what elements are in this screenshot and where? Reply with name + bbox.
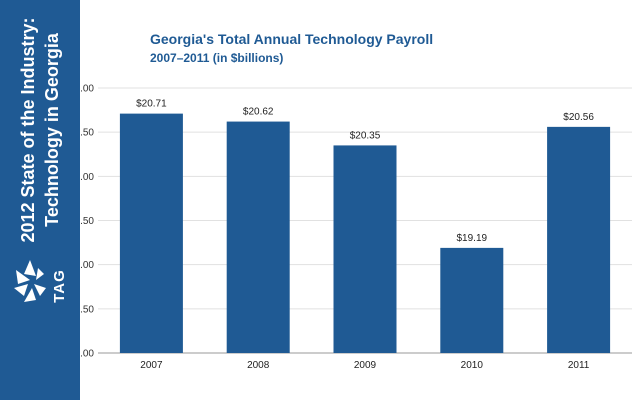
y-tick-labels: $18.00 $18.50 $19.00 $19.50 $20.00 $20.50 $21.… [80,84,94,360]
tag-logo: TAG [14,260,68,303]
x-tick-label: 2008 [247,360,270,371]
data-label: $20.71 [136,99,167,110]
y-tick-label: $19.50 [80,216,94,227]
x-tick-label: 2010 [461,360,484,371]
bar-2008 [226,121,290,353]
data-label: $20.62 [243,107,274,118]
chart-title: Georgia's Total Annual Technology Payrol… [150,31,434,47]
bar-2007 [119,113,183,353]
y-tick-label: $20.00 [80,172,94,183]
y-tick-label: $21.00 [80,84,94,95]
data-label: $20.56 [563,112,594,123]
x-tick-labels: 2007 2008 2009 2010 2011 [140,360,590,371]
y-tick-label: $18.50 [80,304,94,315]
data-label: $19.19 [457,233,488,244]
data-labels: $20.71 $20.62 $20.35 $19.19 $20.56 [136,99,594,244]
y-tick-label: $19.00 [80,260,94,271]
bar-2009 [333,145,397,353]
bar-chart: $18.00 $18.50 $19.00 $19.50 $20.00 $20.50 $21.… [80,84,632,371]
y-tick-label: $20.50 [80,128,94,139]
bar-2011 [547,126,611,353]
sidebar-title-line2: Technology in Georgia [42,33,62,227]
logo-text: TAG [51,269,68,303]
data-label: $20.35 [350,130,381,141]
bars [119,113,611,353]
x-tick-label: 2009 [354,360,377,371]
x-tick-label: 2011 [568,360,590,371]
sidebar-title: 2012 State of the Industry: Technology i… [16,0,64,260]
chart-subtitle: 2007–2011 (in $billions) [150,51,284,65]
sidebar-title-line1: 2012 State of the Industry: [18,17,38,243]
x-tick-label: 2007 [140,360,163,371]
star-burst-icon [14,260,46,302]
bar-2010 [440,247,504,353]
y-tick-label: $18.00 [80,349,94,360]
sidebar: 2012 State of the Industry: Technology i… [0,0,80,400]
